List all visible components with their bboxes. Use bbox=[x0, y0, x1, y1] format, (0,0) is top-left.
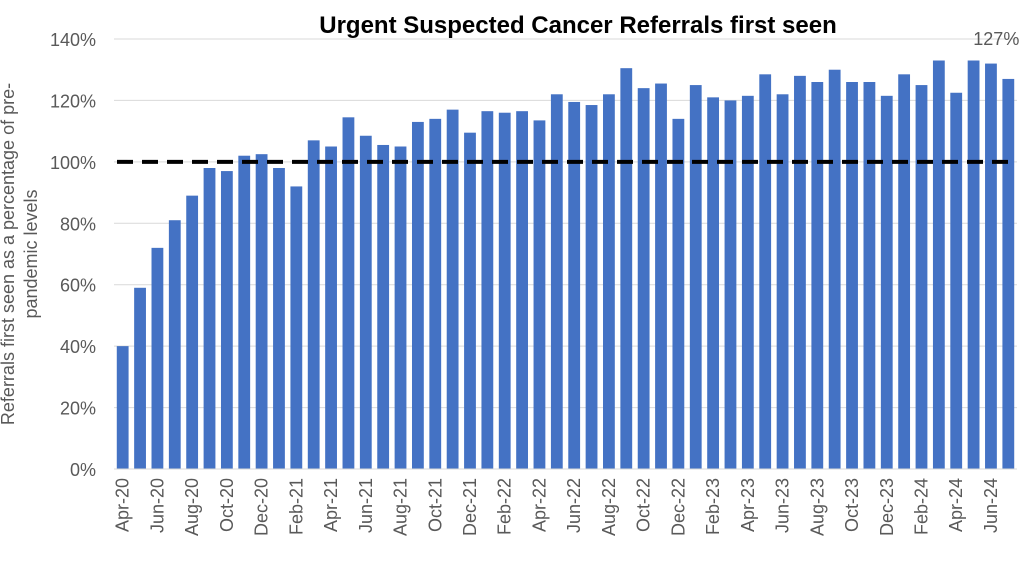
x-tick-label: Aug-20 bbox=[182, 478, 202, 536]
y-tick-label: 80% bbox=[60, 214, 96, 234]
x-tick-label: Feb-22 bbox=[495, 478, 515, 535]
x-tick-label: Jun-23 bbox=[773, 478, 793, 533]
bar-jul-21 bbox=[377, 144, 390, 469]
bar-jan-24 bbox=[898, 74, 911, 470]
bar-nov-21 bbox=[446, 109, 459, 470]
annotations: 127% bbox=[973, 29, 1019, 49]
bar-jun-21 bbox=[359, 135, 372, 469]
bar-mar-21 bbox=[307, 140, 320, 469]
x-tick-label: Dec-21 bbox=[460, 478, 480, 536]
chart-title: Urgent Suspected Cancer Referrals first … bbox=[319, 12, 837, 39]
bar-apr-24 bbox=[950, 92, 963, 469]
y-tick-label: 140% bbox=[50, 30, 96, 50]
x-tick-label: Jun-22 bbox=[564, 478, 584, 533]
bar-oct-23 bbox=[846, 82, 858, 469]
bar-jul-23 bbox=[794, 75, 806, 469]
x-tick-label: Oct-21 bbox=[425, 478, 445, 532]
y-tick-label: 60% bbox=[60, 276, 96, 296]
bar-may-22 bbox=[550, 94, 563, 470]
y-tick-label: 100% bbox=[50, 153, 96, 173]
y-axis-title-line: Referrals first seen as a percentage of … bbox=[0, 83, 18, 425]
y-tick-label: 0% bbox=[70, 460, 96, 480]
data-label-annotation: 127% bbox=[973, 29, 1019, 49]
bar-may-23 bbox=[759, 74, 772, 470]
x-tick-label: Apr-20 bbox=[113, 478, 133, 532]
x-tick-label: Dec-20 bbox=[252, 478, 272, 536]
x-tick-label: Aug-22 bbox=[599, 478, 619, 536]
bar-apr-23 bbox=[741, 95, 754, 470]
bar-jul-24 bbox=[1002, 78, 1015, 469]
x-tick-label: Apr-22 bbox=[529, 478, 549, 532]
y-axis-title-line: pandemic levels bbox=[21, 189, 41, 318]
x-tick-label: Oct-20 bbox=[217, 478, 237, 532]
bar-may-21 bbox=[342, 117, 355, 470]
bar-jul-22 bbox=[585, 105, 598, 470]
bar-mar-24 bbox=[932, 60, 945, 469]
x-tick-label: Apr-21 bbox=[321, 478, 341, 532]
x-tick-label: Feb-23 bbox=[703, 478, 723, 535]
bar-jun-20 bbox=[151, 247, 164, 469]
x-tick-label: Oct-23 bbox=[842, 478, 862, 532]
bar-jan-23 bbox=[689, 85, 702, 470]
x-tick-label: Dec-22 bbox=[668, 478, 688, 536]
bar-aug-20 bbox=[186, 195, 199, 469]
bar-aug-23 bbox=[811, 82, 824, 469]
bar-aug-21 bbox=[394, 146, 407, 469]
bar-oct-22 bbox=[637, 88, 650, 470]
bar-feb-21 bbox=[290, 186, 303, 469]
x-axis-ticks: Apr-20 Jun-20 Aug-20 Oct-20 Dec-20 Feb-21 Apr-… bbox=[113, 478, 1001, 536]
bar-mar-23 bbox=[724, 100, 737, 469]
y-tick-label: 120% bbox=[50, 91, 96, 111]
bar-jan-21 bbox=[273, 168, 285, 469]
bar-dec-22 bbox=[672, 118, 685, 469]
bar-nov-22 bbox=[655, 83, 667, 470]
y-axis-ticks: 0% 20% 40% 60% 80% 100% 120% 140% bbox=[50, 30, 96, 480]
bar-oct-20 bbox=[220, 171, 233, 470]
bar-dec-21 bbox=[464, 132, 476, 469]
x-tick-label: Aug-21 bbox=[391, 478, 411, 536]
bar-dec-23 bbox=[880, 95, 893, 470]
x-tick-label: Jun-20 bbox=[147, 478, 167, 533]
bar-jun-23 bbox=[776, 94, 789, 470]
bar-sep-21 bbox=[411, 121, 424, 469]
bar-jun-24 bbox=[985, 63, 997, 469]
bar-feb-23 bbox=[707, 97, 720, 469]
y-tick-label: 20% bbox=[60, 399, 96, 419]
y-axis-title: Referrals first seen as a percentage of … bbox=[0, 83, 41, 425]
x-tick-label: Dec-23 bbox=[877, 478, 897, 536]
bar-feb-24 bbox=[915, 85, 928, 470]
bar-sep-20 bbox=[203, 168, 216, 469]
x-tick-label: Aug-23 bbox=[807, 478, 827, 536]
bar-nov-23 bbox=[863, 82, 876, 469]
bar-nov-20 bbox=[238, 155, 251, 469]
bar-apr-20 bbox=[116, 346, 129, 469]
x-tick-label: Feb-24 bbox=[911, 478, 931, 535]
bar-apr-22 bbox=[533, 120, 546, 470]
bar-oct-21 bbox=[429, 118, 442, 469]
bar-aug-22 bbox=[603, 94, 615, 470]
bar-jun-22 bbox=[568, 101, 581, 469]
bar-jul-20 bbox=[168, 220, 181, 469]
x-tick-label: Apr-24 bbox=[946, 478, 966, 532]
bar-feb-22 bbox=[498, 112, 511, 469]
bar-mar-22 bbox=[516, 111, 528, 469]
bar-jan-22 bbox=[481, 111, 494, 469]
bar-may-20 bbox=[134, 287, 146, 469]
x-tick-label: Jun-21 bbox=[356, 478, 376, 533]
x-tick-label: Apr-23 bbox=[738, 478, 758, 532]
bar-dec-20 bbox=[255, 154, 268, 469]
x-tick-label: Jun-24 bbox=[981, 478, 1001, 533]
x-tick-label: Oct-22 bbox=[634, 478, 654, 532]
bar-may-24 bbox=[967, 60, 980, 469]
x-tick-label: Feb-21 bbox=[286, 478, 306, 535]
bar-sep-22 bbox=[620, 68, 633, 469]
y-tick-label: 40% bbox=[60, 337, 96, 357]
bar-apr-21 bbox=[325, 146, 337, 469]
bar-sep-23 bbox=[828, 69, 841, 469]
bar-series bbox=[116, 60, 1015, 470]
